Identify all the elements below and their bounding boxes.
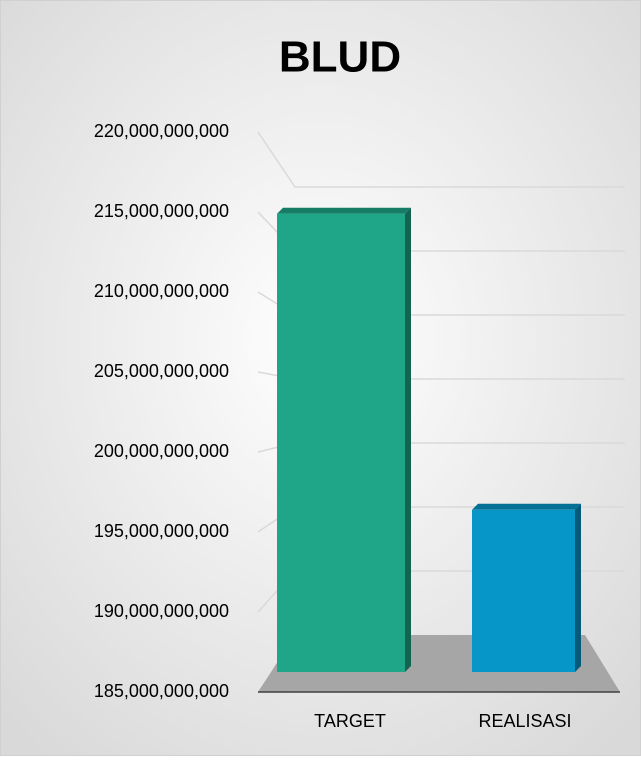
y-tick-label: 205,000,000,000: [94, 361, 229, 381]
y-tick-label: 210,000,000,000: [94, 281, 229, 301]
y-tick-label: 215,000,000,000: [94, 201, 229, 221]
chart-title: BLUD: [279, 33, 401, 82]
y-tick-label: 220,000,000,000: [94, 121, 229, 141]
y-tick-label: 200,000,000,000: [94, 441, 229, 461]
x-tick-label: TARGET: [314, 711, 386, 731]
grid-line: [257, 131, 625, 188]
y-tick-label: 195,000,000,000: [94, 521, 229, 541]
y-tick-label: 190,000,000,000: [94, 601, 229, 621]
bar-side: [405, 207, 411, 673]
bar-top: [277, 207, 411, 214]
bar: [277, 213, 405, 673]
bar-top: [472, 503, 581, 510]
x-tick-label: REALISASI: [478, 711, 571, 731]
y-tick-label: 185,000,000,000: [94, 681, 229, 701]
bar: [472, 509, 575, 672]
bar-side: [575, 503, 581, 672]
